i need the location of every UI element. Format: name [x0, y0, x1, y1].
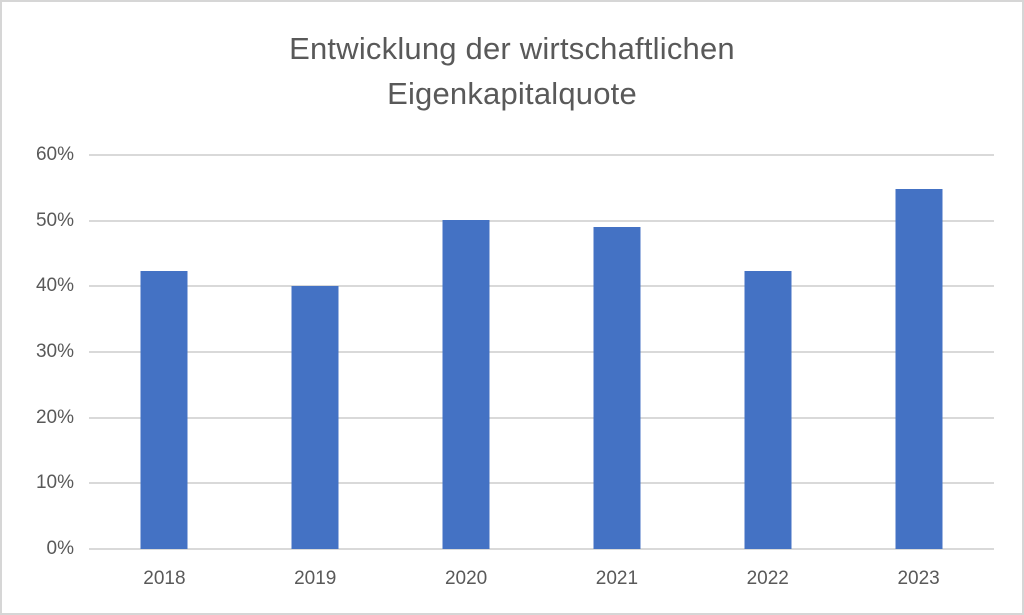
bar-2020	[442, 220, 490, 549]
x-axis-tick-label: 2020	[444, 568, 488, 589]
bar-2021	[593, 227, 641, 549]
x-axis-tick-label: 2023	[897, 568, 940, 589]
y-axis-tick-label: 40%	[35, 275, 74, 297]
y-axis-tick-label: 60%	[35, 144, 74, 165]
chart-title-line-1: Entwicklung der wirtschaftlichen	[289, 31, 735, 66]
x-axis-tick-label: 2021	[595, 568, 639, 589]
gridline	[89, 416, 994, 419]
x-axis-tick-label: 2019	[294, 568, 337, 589]
x-axis-tick-label: 2018	[143, 568, 186, 589]
bar-2018	[140, 271, 188, 549]
gridline	[89, 351, 994, 353]
plot-area	[89, 154, 994, 550]
chart-title: Entwicklung der wirtschaftlichen Eigenka…	[2, 26, 1022, 116]
bar-2019	[291, 286, 339, 549]
gridline	[89, 548, 994, 550]
chart-title-line-2: Eigenkapitalquote	[387, 76, 637, 111]
y-axis-tick-label: 20%	[35, 406, 74, 428]
x-axis: 2018 2019 2020 2021 2022 2023	[89, 566, 994, 598]
y-axis-tick-label: 30%	[35, 341, 74, 362]
gridline	[89, 219, 994, 222]
gridline	[89, 482, 994, 485]
y-axis-tick-label: 50%	[35, 209, 74, 231]
y-axis: 0% 10% 20% 30% 40% 50% 60%	[2, 144, 74, 559]
x-axis-tick-label: 2022	[746, 568, 789, 589]
y-axis-tick-label: 0%	[46, 538, 74, 559]
gridline	[89, 285, 994, 288]
y-axis-tick-label: 10%	[35, 472, 74, 494]
gridline	[89, 154, 994, 156]
bar-2023	[895, 188, 943, 549]
bar-2022	[744, 270, 792, 549]
